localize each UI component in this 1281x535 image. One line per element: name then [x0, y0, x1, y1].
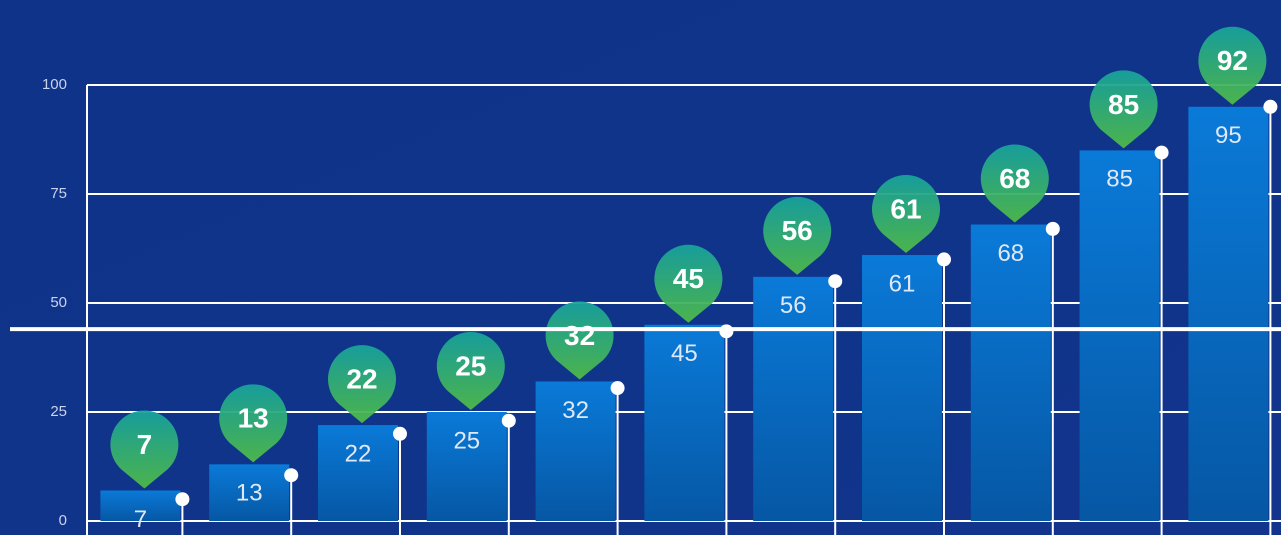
- dot: [1263, 99, 1278, 114]
- pin-label: 45: [673, 263, 704, 294]
- bar: [862, 255, 942, 522]
- pin-label: 25: [455, 350, 486, 381]
- pin-label: 61: [890, 193, 921, 224]
- dot: [1154, 145, 1169, 160]
- bar-value-label: 61: [889, 270, 916, 297]
- dot: [937, 252, 951, 267]
- dot: [175, 492, 190, 507]
- y-tick-label: 75: [50, 185, 67, 202]
- pin-label: 7: [137, 429, 153, 460]
- pin: [1089, 70, 1158, 149]
- pin-label: 32: [564, 320, 595, 351]
- pin: [545, 301, 614, 380]
- bar-value-label: 32: [562, 397, 589, 424]
- bar: [1188, 106, 1269, 522]
- y-tick-label: 50: [50, 294, 67, 311]
- dot: [393, 426, 407, 441]
- bar: [1079, 150, 1160, 521]
- y-tick-label: 100: [42, 76, 67, 93]
- bar-value-label: 13: [236, 480, 263, 507]
- bar-value-label: 45: [671, 340, 698, 367]
- pin-label: 92: [1217, 45, 1248, 76]
- pin: [328, 345, 396, 424]
- bar: [100, 490, 181, 521]
- bar: [426, 412, 507, 521]
- bar-value-label: 95: [1215, 122, 1242, 149]
- pin: [654, 244, 723, 323]
- pin-label: 56: [782, 215, 813, 246]
- y-tick-label: 25: [50, 403, 67, 420]
- y-tick-label: 0: [59, 512, 67, 529]
- pin: [872, 175, 940, 254]
- bar: [753, 276, 834, 521]
- pin-label: 68: [999, 163, 1030, 194]
- dot: [501, 413, 516, 428]
- bar-value-label: 22: [345, 440, 372, 467]
- pin: [436, 332, 505, 410]
- dot: [1045, 221, 1060, 236]
- bar: [318, 425, 398, 521]
- bar-value-label: 68: [997, 240, 1024, 267]
- pin-label: 85: [1108, 89, 1139, 120]
- bar: [209, 464, 290, 521]
- pin: [763, 196, 832, 275]
- dot: [610, 381, 625, 396]
- bar-value-label: 56: [780, 292, 807, 319]
- pin: [110, 410, 179, 489]
- pin-label: 22: [346, 363, 377, 394]
- dot: [284, 468, 299, 483]
- dot: [719, 324, 734, 339]
- bar: [535, 381, 616, 521]
- pin: [980, 144, 1049, 223]
- bar-value-label: 85: [1106, 166, 1133, 193]
- bar-value-label: 25: [453, 427, 480, 454]
- pin-label: 13: [238, 403, 269, 434]
- bar: [644, 324, 725, 521]
- pin: [219, 384, 288, 463]
- bar: [970, 224, 1051, 521]
- pin: [1198, 26, 1267, 105]
- dot: [828, 274, 843, 289]
- bar-value-label: 7: [134, 506, 147, 533]
